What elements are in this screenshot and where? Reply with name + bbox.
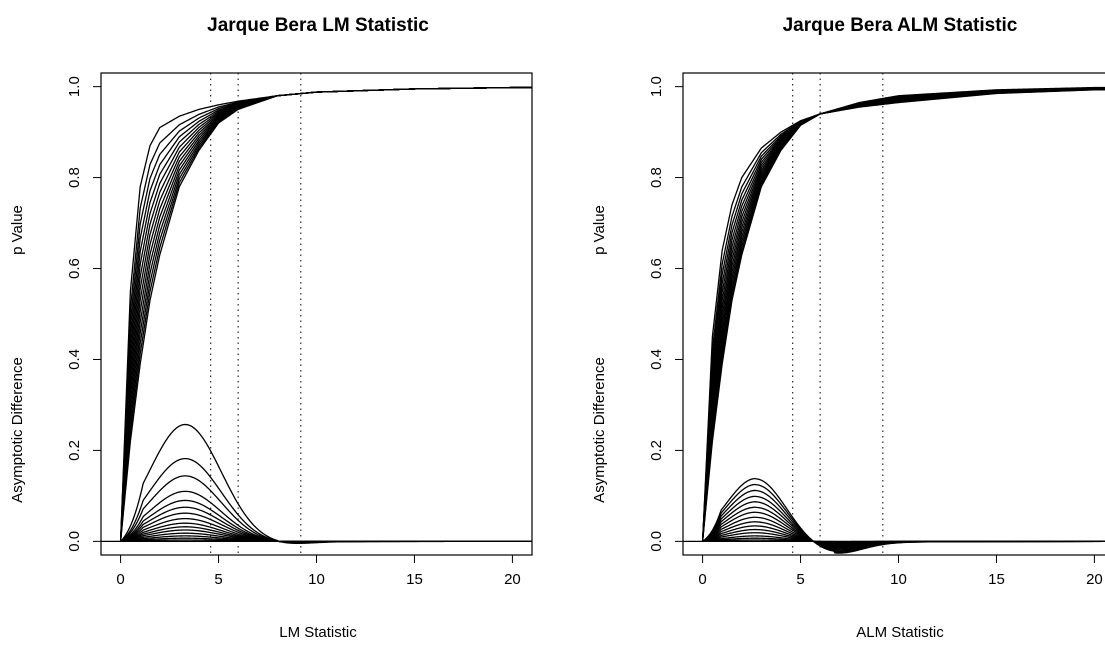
- left-p-value-curve: [119, 86, 532, 542]
- left-y-tick-label: 1.0: [66, 76, 83, 97]
- right-plot-area: 0 5 10 15 20 0.0 0.2 0.4 0.6 0.8 1.0: [648, 73, 1105, 588]
- right-y-tick-label: 0.2: [648, 440, 665, 461]
- left-panel: Jarque Bera LM Statistic 0 5 10 15 200.00.20…: [9, 15, 533, 641]
- left-x-tick-label: 5: [214, 571, 222, 588]
- left-x-tick-label: 20: [504, 571, 521, 588]
- left-y-tick-label: 0.6: [66, 258, 83, 279]
- right-panel: Jarque Bera ALM Statistic 0 5 10 15 20 0.0 0.2…: [591, 15, 1105, 641]
- left-p-value-curve: [119, 86, 532, 542]
- right-p-value-curve: [701, 87, 1105, 542]
- left-x-tick-label: 10: [308, 571, 325, 588]
- right-y-axis-label-top: p Value: [591, 205, 608, 255]
- left-y-tick-label: 0.2: [66, 440, 83, 461]
- right-y-tick-label: 0.4: [648, 349, 665, 370]
- left-asymptotic-difference-curve: [120, 490, 532, 543]
- right-y-tick-label: 1.0: [648, 76, 665, 97]
- left-plot-frame: [100, 72, 533, 556]
- right-p-value-curve: [701, 87, 1105, 542]
- right-x-tick-label: 0: [698, 571, 706, 588]
- left-plot-area: 0 5 10 15 20 0.0 0.2 0.4 0.6 0.8 1.0: [66, 73, 532, 588]
- left-asymptotic-difference-curve: [120, 539, 532, 543]
- left-y-axis-label-top: p Value: [9, 205, 26, 255]
- right-x-tick-label: 5: [796, 571, 804, 588]
- right-p-value-curve: [701, 87, 1105, 542]
- right-x-tick-label: 15: [988, 571, 1005, 588]
- right-y-tick-label: 0.8: [648, 167, 665, 188]
- left-asymptotic-difference-curve: [120, 506, 532, 543]
- right-p-value-curve: [701, 87, 1105, 542]
- right-y-tick-label: 0.0: [648, 531, 665, 552]
- left-p-value-curve: [119, 86, 532, 542]
- left-p-value-curve: [119, 86, 532, 542]
- left-p-value-curve: [119, 86, 532, 542]
- left-y-axis-label-bottom: Asymptotic Difference: [9, 357, 26, 503]
- right-chart-title: Jarque Bera ALM Statistic: [783, 15, 1018, 36]
- right-x-tick-label: 10: [890, 571, 907, 588]
- left-p-value-curve: [119, 86, 532, 542]
- left-chart-title: Jarque Bera LM Statistic: [207, 15, 429, 36]
- right-p-value-curve: [701, 87, 1105, 542]
- right-plot-frame: [682, 72, 1105, 556]
- left-p-value-curve: [119, 86, 532, 542]
- right-p-value-curve: [701, 89, 1105, 542]
- left-asymptotic-difference-curve: [120, 522, 532, 543]
- left-p-value-curve: [119, 86, 532, 542]
- right-y-tick-label: 0.6: [648, 258, 665, 279]
- right-y-axis-label-bottom: Asymptotic Difference: [591, 357, 608, 503]
- left-asymptotic-difference-curve: [120, 475, 532, 544]
- left-x-axis-label: LM Statistic: [279, 624, 357, 641]
- left-p-value-curve: [119, 86, 532, 542]
- left-p-value-curve: [119, 86, 532, 542]
- left-asymptotic-difference-curve: [120, 423, 532, 545]
- right-x-tick-label: 20: [1086, 571, 1103, 588]
- right-asymptotic-difference-curve: [702, 539, 1105, 543]
- left-y-tick-label: 0.4: [66, 349, 83, 370]
- left-p-value-curve: [119, 86, 532, 542]
- left-p-value-curve: [119, 86, 532, 542]
- left-y-tick-label: 0.8: [66, 167, 83, 188]
- left-p-value-curve: [119, 86, 532, 542]
- left-y-tick-label: 0.0: [66, 531, 83, 552]
- right-p-value-curve: [701, 86, 1105, 542]
- left-x-tick-label: 15: [406, 571, 423, 588]
- left-x-tick-label: 0: [116, 571, 124, 588]
- left-p-value-curve: [119, 86, 532, 542]
- left-p-value-curve: [119, 86, 532, 542]
- right-x-axis-label: ALM Statistic: [856, 624, 944, 641]
